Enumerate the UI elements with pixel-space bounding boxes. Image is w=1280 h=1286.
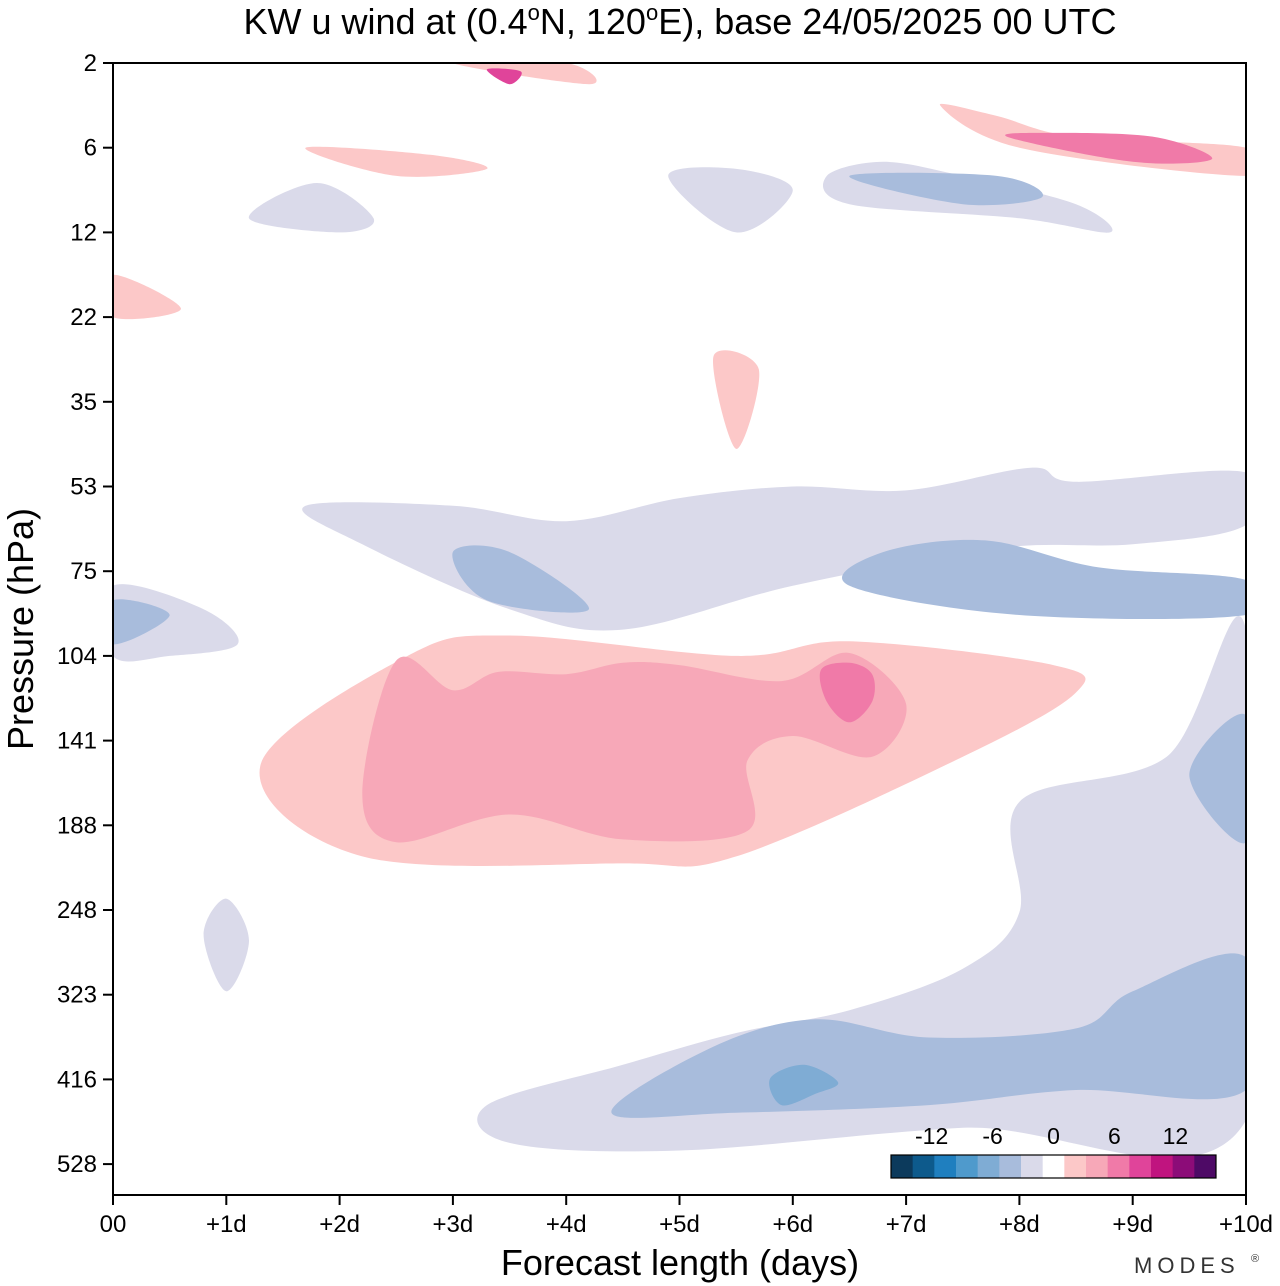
colorbar-swatch bbox=[1042, 1155, 1065, 1178]
contour-region-21 bbox=[113, 274, 181, 320]
colorbar-swatch bbox=[1151, 1155, 1174, 1178]
y-tick-label: 104 bbox=[57, 643, 97, 670]
colorbar-swatch bbox=[1172, 1155, 1195, 1178]
contour-region-8 bbox=[842, 539, 1246, 620]
colorbar-label: 0 bbox=[1047, 1123, 1060, 1149]
x-tick-label: +1d bbox=[206, 1211, 247, 1238]
contour-region-4 bbox=[611, 953, 1246, 1118]
chart-title-mid: N, 120 bbox=[540, 1, 646, 42]
chart-title-degree-1: o bbox=[528, 0, 540, 25]
x-tick-label: +5d bbox=[659, 1211, 700, 1238]
colorbar-swatch bbox=[1064, 1155, 1087, 1178]
x-tick-label: +2d bbox=[319, 1211, 360, 1238]
x-tick-label: +6d bbox=[772, 1211, 813, 1238]
x-tick-label: +4d bbox=[546, 1211, 587, 1238]
colorbar-label: 12 bbox=[1163, 1123, 1189, 1149]
chart-title-prefix: KW u wind at (0.4 bbox=[244, 1, 528, 42]
colorbar: -12 -6 0 6 12 bbox=[890, 1123, 1217, 1179]
y-tick-label: 188 bbox=[57, 812, 97, 839]
contour-region-18 bbox=[452, 63, 597, 85]
chart-title-suffix: E), base 24/05/2025 00 UTC bbox=[658, 1, 1116, 42]
colorbar-swatch bbox=[999, 1155, 1022, 1178]
y-tick-label: 6 bbox=[84, 135, 97, 162]
contour-region-22 bbox=[713, 350, 760, 449]
modes-brand-mark: ® bbox=[1251, 1253, 1259, 1265]
x-tick-label: +8d bbox=[999, 1211, 1040, 1238]
contour-layer bbox=[113, 63, 1246, 1158]
x-axis: 00 +1d +2d +3d +4d +5d +6d +7d +8d +9d +10d bbox=[100, 1195, 1273, 1238]
chart-title-degree-2: o bbox=[646, 0, 658, 25]
modes-brand: MODES bbox=[1134, 1253, 1240, 1278]
y-tick-label: 416 bbox=[57, 1066, 97, 1093]
x-tick-label: +10d bbox=[1219, 1211, 1273, 1238]
contour-region-20 bbox=[305, 146, 488, 177]
contour-region-14 bbox=[248, 183, 375, 233]
x-tick-label: 00 bbox=[100, 1211, 127, 1238]
x-tick-label: +3d bbox=[433, 1211, 474, 1238]
chart-title: KW u wind at (0.4oN, 120oE), base 24/05/… bbox=[244, 0, 1117, 42]
contour-region-3 bbox=[477, 616, 1246, 1158]
x-axis-title: Forecast length (days) bbox=[501, 1242, 859, 1283]
contour-region-5 bbox=[769, 1064, 839, 1106]
contour-region-17 bbox=[1005, 132, 1213, 164]
colorbar-swatch bbox=[912, 1155, 935, 1178]
colorbar-swatch bbox=[1194, 1155, 1217, 1178]
colorbar-swatch bbox=[1086, 1155, 1109, 1178]
contour-region-1 bbox=[362, 652, 907, 843]
y-axis: 2 6 12 22 35 53 75 104 141 188 248 323 416 528 bbox=[57, 50, 113, 1178]
contour-region-23 bbox=[1189, 713, 1246, 844]
contour-region-9 bbox=[113, 599, 170, 645]
colorbar-swatch bbox=[956, 1155, 979, 1178]
colorbar-swatch bbox=[934, 1155, 957, 1178]
x-tick-label: +9d bbox=[1112, 1211, 1153, 1238]
y-tick-label: 35 bbox=[70, 389, 97, 416]
colorbar-swatch bbox=[1021, 1155, 1044, 1178]
contour-region-2 bbox=[819, 662, 875, 723]
colorbar-swatch bbox=[1107, 1155, 1130, 1178]
colorbar-label: -12 bbox=[915, 1123, 948, 1149]
colorbar-swatch bbox=[891, 1155, 914, 1178]
y-tick-label: 2 bbox=[84, 50, 97, 77]
colorbar-swatch bbox=[1129, 1155, 1152, 1178]
colorbar-frame bbox=[890, 1154, 1217, 1179]
y-tick-label: 248 bbox=[57, 897, 97, 924]
contour-region-19 bbox=[486, 68, 522, 85]
contour-region-7 bbox=[452, 545, 590, 613]
contour-region-11 bbox=[203, 898, 249, 992]
colorbar-label: -6 bbox=[982, 1123, 1002, 1149]
y-axis-title: Pressure (hPa) bbox=[0, 508, 41, 750]
contour-region-13 bbox=[849, 172, 1044, 206]
y-tick-label: 141 bbox=[57, 728, 97, 755]
colorbar-label: 6 bbox=[1108, 1123, 1121, 1149]
x-tick-label: +7d bbox=[886, 1211, 927, 1238]
colorbar-swatch bbox=[977, 1155, 1000, 1178]
y-tick-label: 12 bbox=[70, 219, 97, 246]
y-tick-label: 528 bbox=[57, 1151, 97, 1178]
y-tick-label: 22 bbox=[70, 304, 97, 331]
contour-region-15 bbox=[668, 167, 793, 233]
y-tick-label: 323 bbox=[57, 982, 97, 1009]
y-tick-label: 75 bbox=[70, 558, 97, 585]
y-tick-label: 53 bbox=[70, 474, 97, 501]
